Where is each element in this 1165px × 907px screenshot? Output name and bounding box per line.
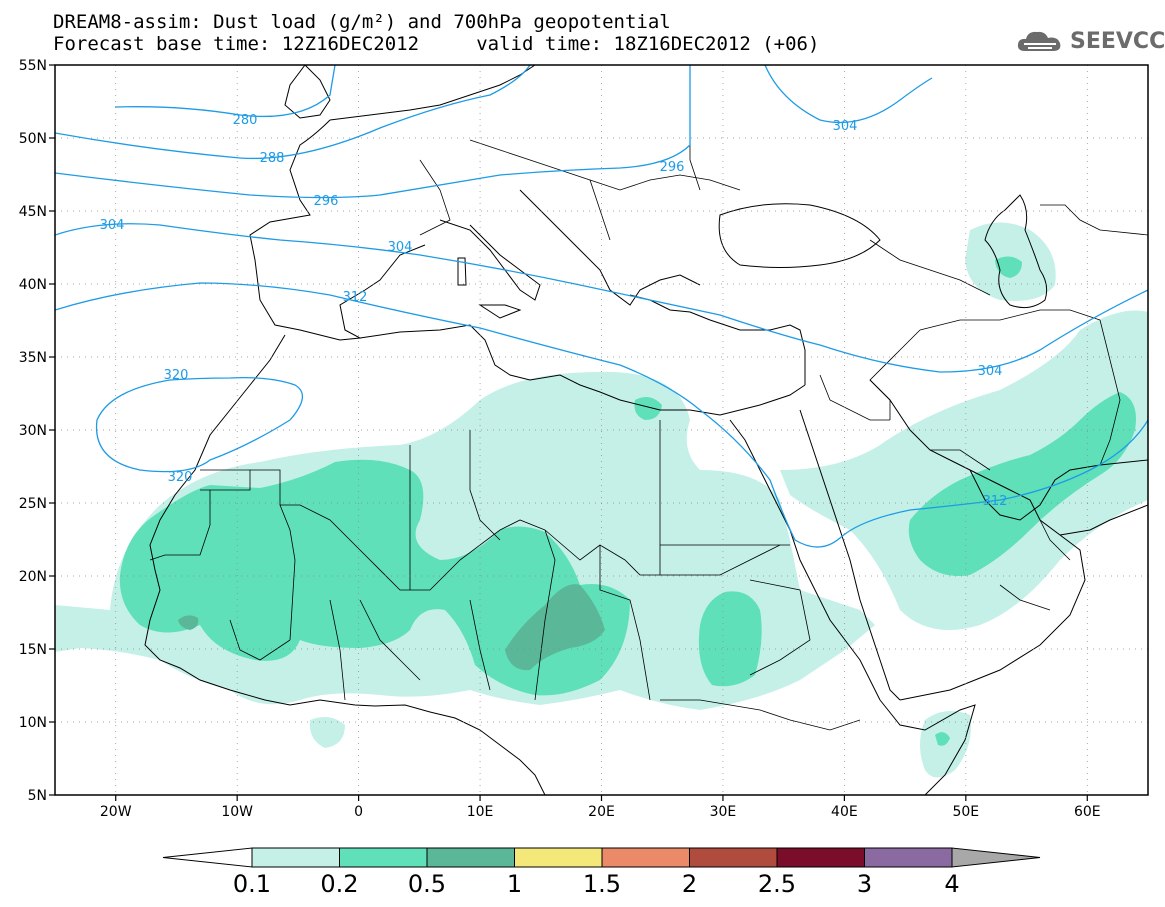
axes: 55N 50N 45N 40N 35N 30N 25N 20N 15N 10N 5N 20W 10W 0 1… — [19, 58, 1101, 820]
contour-label-312-gulf: 312 — [983, 494, 1008, 509]
colorbar-label: 0.2 — [320, 870, 358, 898]
contour-label-304-atlantic: 304 — [100, 218, 125, 233]
colorbar-high-arrow — [951, 847, 1041, 868]
colorbar-swatch — [514, 847, 603, 868]
lat-tick-label: 35N — [19, 350, 47, 366]
contour-label-320-south: 320 — [168, 470, 193, 485]
lon-tick-label: 0 — [354, 804, 363, 820]
colorbar: 0.1 0.2 0.5 1 1.5 2 2.5 3 4 — [162, 847, 1041, 898]
colorbar-low-arrow — [162, 847, 253, 868]
lon-tick-label: 10E — [467, 804, 494, 820]
lon-tick-label: 30E — [710, 804, 737, 820]
contour-label-296-west: 296 — [314, 194, 339, 209]
logo-text: SEEVCCC — [1070, 28, 1165, 54]
colorbar-swatch — [339, 847, 428, 868]
colorbar-swatch — [864, 847, 953, 868]
colorbar-label: 1.5 — [583, 870, 621, 898]
contour-label-304-iran: 304 — [978, 364, 1003, 379]
colorbar-swatch — [776, 847, 865, 868]
geopotential-contours — [55, 65, 1148, 548]
lon-tick-label: 10W — [221, 804, 253, 820]
colorbar-label: 4 — [944, 870, 959, 898]
country-borders — [149, 130, 1148, 731]
contour-label-304-med: 304 — [388, 240, 413, 255]
colorbar-label: 2 — [682, 870, 697, 898]
lon-tick-label: 50E — [952, 804, 979, 820]
colorbar-label: 0.5 — [408, 870, 446, 898]
colorbar-label: 3 — [857, 870, 872, 898]
contour-label-304-russia: 304 — [833, 119, 858, 134]
lat-tick-label: 20N — [19, 569, 47, 585]
lat-tick-label: 45N — [19, 204, 47, 220]
colorbar-swatch — [601, 847, 690, 868]
contour-label-312-iberia: 312 — [343, 290, 368, 305]
lon-tick-label: 40E — [831, 804, 858, 820]
coastlines — [144, 65, 1148, 795]
lat-tick-label: 50N — [19, 131, 47, 147]
lat-tick-label: 10N — [19, 715, 47, 731]
colorbar-swatch — [426, 847, 515, 868]
map-title: DREAM8-assim: Dust load (g/m²) and 700hP… — [53, 11, 671, 33]
colorbar-label: 0.1 — [233, 870, 271, 898]
contour-label-320-north: 320 — [164, 368, 189, 383]
contour-label-296-east: 296 — [660, 160, 685, 175]
graticule — [55, 65, 1148, 795]
dust-shading — [55, 222, 1148, 778]
colorbar-swatch — [689, 847, 778, 868]
cloud-icon — [1017, 31, 1061, 51]
contour-label-288: 288 — [260, 151, 285, 166]
lon-tick-label: 60E — [1074, 804, 1101, 820]
seevccc-logo: SEEVCCC — [1015, 26, 1165, 56]
dust-level-02 — [119, 256, 1136, 746]
lon-tick-label: 20W — [100, 804, 132, 820]
colorbar-swatch — [251, 847, 340, 868]
lat-tick-label: 30N — [19, 423, 47, 439]
colorbar-label: 2.5 — [758, 870, 796, 898]
contour-labels: 280 288 296 296 304 304 304 304 312 312 … — [100, 113, 1008, 509]
contour-label-280: 280 — [233, 113, 258, 128]
lon-tick-label: 20E — [588, 804, 615, 820]
lat-tick-label: 40N — [19, 277, 47, 293]
forecast-time: Forecast base time: 12Z16DEC2012 valid t… — [53, 33, 820, 55]
colorbar-label: 1 — [507, 870, 522, 898]
lat-tick-label: 5N — [28, 788, 47, 804]
lat-tick-label: 15N — [19, 642, 47, 658]
lat-tick-label: 25N — [19, 496, 47, 512]
lat-tick-label: 55N — [19, 58, 47, 74]
